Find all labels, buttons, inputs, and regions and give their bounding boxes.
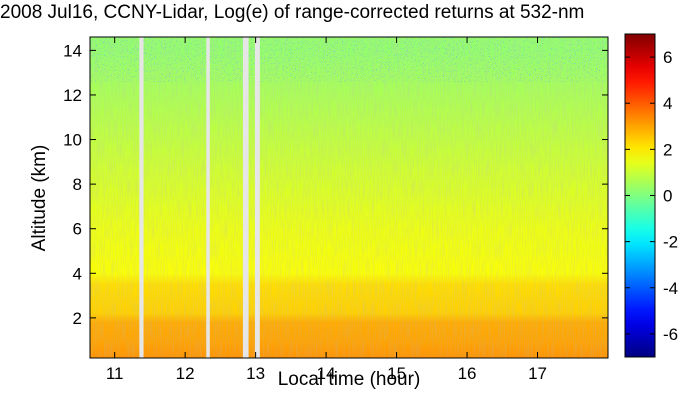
y-axis-label: Altitude (km): [29, 145, 50, 252]
colorbar-tick-label: 6: [663, 48, 672, 67]
x-tick-label: 15: [387, 364, 406, 383]
colorbar-tick-label: -2: [663, 233, 678, 252]
data-gap: [206, 37, 210, 358]
heatmap-noise: [90, 37, 608, 358]
data-gap: [254, 37, 260, 358]
colorbar-tick-label: 4: [663, 94, 672, 113]
chart-title: 2008 Jul16, CCNY-Lidar, Log(e) of range-…: [0, 2, 585, 23]
y-tick-label: 12: [63, 86, 82, 105]
y-tick-label: 8: [73, 175, 82, 194]
y-tick-label: 2: [73, 309, 82, 328]
colorbar-tick-label: 2: [663, 140, 672, 159]
x-tick-label: 13: [246, 364, 265, 383]
x-tick-label: 17: [528, 364, 547, 383]
x-tick-label: 12: [176, 364, 195, 383]
y-tick-label: 6: [73, 220, 82, 239]
heatmap-speckle: [90, 37, 608, 82]
y-tick-label: 4: [73, 264, 82, 283]
data-gap: [242, 37, 249, 358]
colorbar-tick-label: -6: [663, 325, 678, 344]
x-tick-label: 16: [458, 364, 477, 383]
colorbar-tick-label: -4: [663, 279, 678, 298]
data-gap: [139, 37, 144, 358]
colorbar-tick-label: 0: [663, 187, 672, 206]
x-tick-label: 14: [317, 364, 336, 383]
y-tick-label: 14: [63, 41, 82, 60]
x-axis-label: Local time (hour): [278, 369, 421, 390]
x-tick-label: 11: [106, 364, 124, 383]
plot-frame: [89, 36, 609, 359]
y-tick-label: 10: [63, 131, 82, 150]
